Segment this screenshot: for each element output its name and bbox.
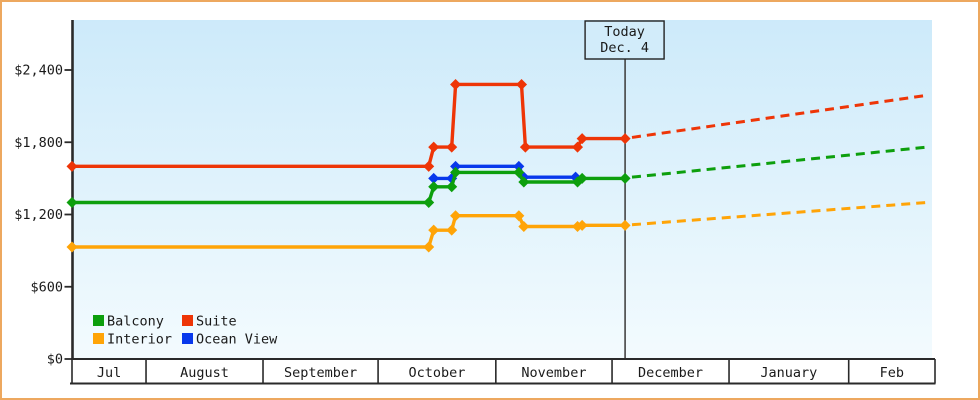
series-interior-point bbox=[619, 219, 631, 231]
y-axis-tick-label: $0 bbox=[47, 352, 63, 368]
month-label: August bbox=[180, 365, 229, 381]
series-balcony-point bbox=[619, 172, 631, 184]
series-suite-point bbox=[519, 141, 531, 153]
month-label: Jul bbox=[97, 365, 121, 381]
series-interior-point bbox=[428, 224, 440, 236]
legend-label-ocean-view: Ocean View bbox=[196, 332, 278, 348]
month-label: Feb bbox=[880, 365, 904, 381]
y-axis-tick-label: $600 bbox=[30, 279, 63, 295]
plot-area bbox=[73, 20, 932, 358]
y-axis-tick-label: $2,400 bbox=[14, 63, 63, 79]
series-interior bbox=[66, 200, 928, 253]
series-balcony-point bbox=[513, 166, 525, 178]
series-interior-point bbox=[513, 210, 525, 222]
series-suite bbox=[66, 78, 928, 172]
series-balcony-point bbox=[428, 181, 440, 193]
series-interior-point bbox=[66, 241, 78, 253]
month-label: January bbox=[760, 365, 817, 381]
series-balcony-point bbox=[518, 176, 530, 188]
series-suite-point bbox=[576, 133, 588, 145]
month-label: September bbox=[284, 365, 357, 381]
series-balcony-point bbox=[423, 196, 435, 208]
today-box bbox=[584, 20, 665, 60]
legend-label-balcony: Balcony bbox=[107, 314, 164, 330]
month-label: November bbox=[521, 365, 586, 381]
series-interior-point bbox=[423, 241, 435, 253]
legend-label-interior: Interior bbox=[107, 332, 172, 348]
legend-label-suite: Suite bbox=[196, 314, 237, 330]
series-balcony-point bbox=[576, 172, 588, 184]
month-label: December bbox=[638, 365, 703, 381]
series-balcony-projection bbox=[631, 145, 928, 179]
y-axis-tick-label: $1,200 bbox=[14, 207, 63, 223]
today-box-date: Dec. 4 bbox=[600, 40, 649, 56]
series-interior-point bbox=[518, 221, 530, 233]
series-balcony-point bbox=[66, 196, 78, 208]
legend-swatch-suite bbox=[182, 315, 193, 326]
series-suite-projection bbox=[631, 93, 928, 139]
series-suite-point bbox=[450, 78, 462, 90]
series-interior-point bbox=[576, 219, 588, 231]
series-suite-point bbox=[516, 78, 528, 90]
series-ocean-view-point bbox=[450, 160, 462, 172]
series-ocean-view-point bbox=[428, 172, 440, 184]
series-ocean-view bbox=[428, 160, 582, 184]
series-balcony bbox=[66, 145, 928, 208]
series-suite-point bbox=[446, 141, 458, 153]
today-box-title: Today bbox=[604, 24, 645, 40]
y-axis-tick-label: $1,800 bbox=[14, 135, 63, 151]
series-suite-point bbox=[66, 160, 78, 172]
series-suite-point bbox=[428, 141, 440, 153]
series-suite-line bbox=[72, 82, 626, 168]
series-suite-point bbox=[423, 160, 435, 172]
month-label: October bbox=[409, 365, 466, 381]
series-ocean-view-point bbox=[513, 160, 525, 172]
series-interior-projection bbox=[631, 200, 928, 227]
legend-swatch-ocean-view bbox=[182, 333, 193, 344]
series-balcony-point bbox=[450, 166, 462, 178]
series-interior-point bbox=[446, 224, 458, 236]
legend-swatch-balcony bbox=[93, 315, 104, 326]
series-suite-point bbox=[572, 141, 584, 153]
series-interior-point bbox=[450, 210, 462, 222]
series-suite-point bbox=[619, 133, 631, 145]
series-balcony-point bbox=[446, 181, 458, 193]
legend-swatch-interior bbox=[93, 333, 104, 344]
